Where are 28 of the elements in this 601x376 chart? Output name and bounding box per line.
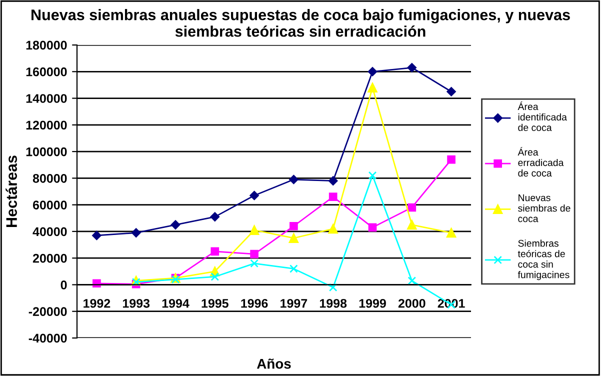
- y-axis-title: Hectáreas: [6, 156, 17, 227]
- y-tick-label: 0: [60, 280, 67, 290]
- legend-label: Área erradicada de coca: [518, 147, 564, 177]
- y-tick-label: 40000: [32, 227, 67, 236]
- legend-label: Siembras teóricas de coca sin fumigacines: [518, 240, 570, 280]
- x-tick-label: 1999: [359, 298, 386, 308]
- x-tick-label: 1996: [241, 298, 268, 308]
- x-tick-label: 1993: [122, 298, 150, 308]
- x-tick-label: 1997: [280, 298, 308, 308]
- x-tick-label: 1998: [320, 298, 347, 308]
- y-tick-label: 100000: [26, 147, 67, 156]
- x-tick-label: 1992: [84, 298, 110, 308]
- y-tick-label: 180000: [26, 40, 67, 50]
- y-tick-label: 160000: [26, 67, 67, 76]
- legend-label: Nuevas siembras de coca: [518, 194, 570, 222]
- x-tick-label: 2000: [398, 298, 426, 308]
- y-tick-label: -20000: [28, 307, 67, 316]
- y-tick-label: 80000: [32, 174, 67, 183]
- x-tick-label: 1994: [162, 298, 190, 308]
- legend-label: Área identificada de coca: [518, 102, 567, 131]
- y-tick-label: 140000: [26, 94, 67, 103]
- y-tick-label: 120000: [26, 120, 67, 130]
- chart-title: Nuevas siembras anuales supuestas de coca bajo fumigaciones, y nuevas siembras teóricas sin erradicación: [32, 9, 570, 37]
- y-tick-label: -40000: [28, 334, 67, 343]
- x-axis-title: Años: [256, 358, 291, 369]
- y-tick-label: 20000: [32, 254, 67, 263]
- y-tick-label: 60000: [32, 200, 67, 210]
- x-tick-label: 1995: [202, 298, 228, 308]
